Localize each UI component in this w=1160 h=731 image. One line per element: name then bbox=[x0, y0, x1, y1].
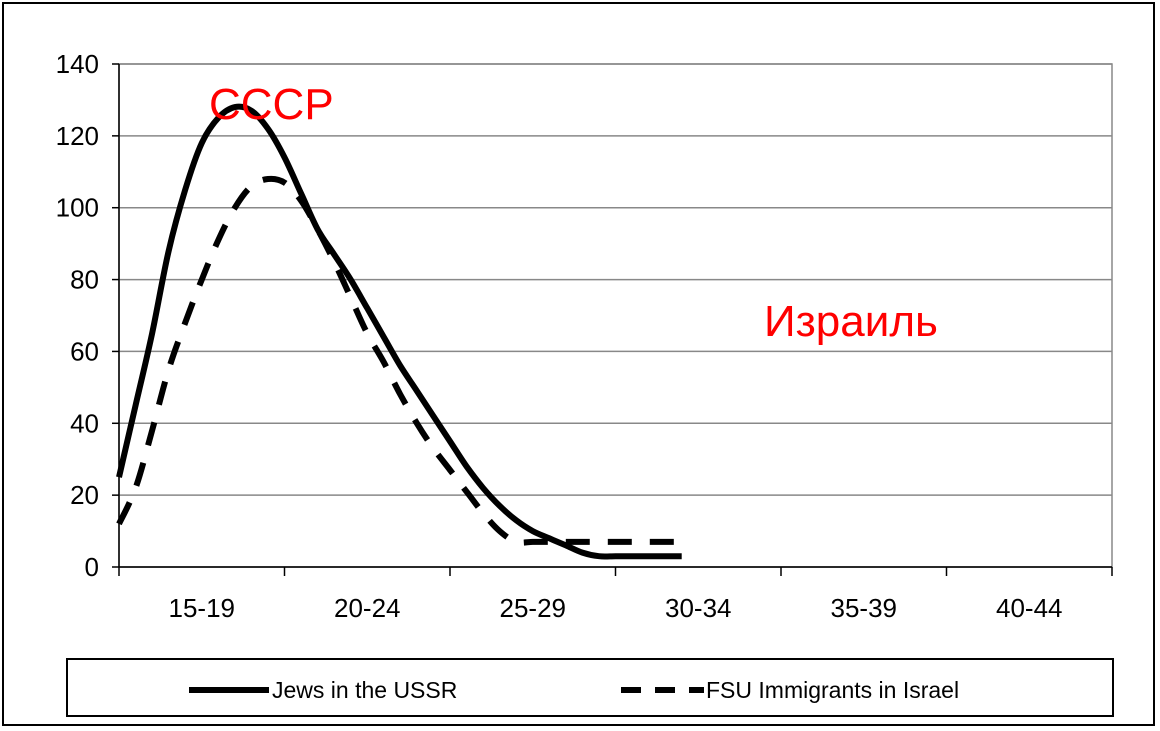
plot-area-border bbox=[118, 63, 1113, 568]
legend-label-ussr: Jews in the USSR bbox=[272, 677, 457, 703]
x-tick-label: 15-19 bbox=[169, 593, 236, 623]
series-lines bbox=[116, 103, 682, 560]
y-tick-label: 140 bbox=[56, 49, 99, 79]
y-tick-label: 20 bbox=[70, 480, 99, 510]
y-tick-label: 120 bbox=[56, 121, 99, 151]
legend-label-israel: FSU Immigrants in Israel bbox=[706, 677, 959, 703]
annotation-israel: Израиль bbox=[764, 297, 938, 346]
y-tick-label: 0 bbox=[85, 552, 99, 582]
x-tick-label: 40-44 bbox=[996, 593, 1063, 623]
legend: Jews in the USSR FSU Immigrants in Israe… bbox=[66, 658, 1114, 717]
series-line-israel bbox=[116, 175, 682, 546]
y-tick-label: 80 bbox=[70, 265, 99, 295]
y-tick-label: 60 bbox=[70, 336, 99, 366]
x-tick-label: 20-24 bbox=[334, 593, 401, 623]
x-tick-label: 25-29 bbox=[500, 593, 567, 623]
annotation-ussr: СССР bbox=[209, 80, 334, 129]
y-tick-label: 40 bbox=[70, 408, 99, 438]
series-line-ussr bbox=[116, 103, 682, 560]
gridlines bbox=[118, 63, 1113, 568]
y-tick-label: 100 bbox=[56, 193, 99, 223]
line-chart: 0 20 40 60 80 100 120 140 15-19 20-24 25-29 30-34 3… bbox=[56, 49, 1114, 717]
axes bbox=[112, 63, 1113, 576]
y-tick-labels: 0 20 40 60 80 100 120 140 bbox=[56, 49, 99, 582]
x-tick-label: 30-34 bbox=[665, 593, 732, 623]
x-tick-labels: 15-19 20-24 25-29 30-34 35-39 40-44 bbox=[169, 593, 1063, 623]
x-tick-label: 35-39 bbox=[831, 593, 898, 623]
